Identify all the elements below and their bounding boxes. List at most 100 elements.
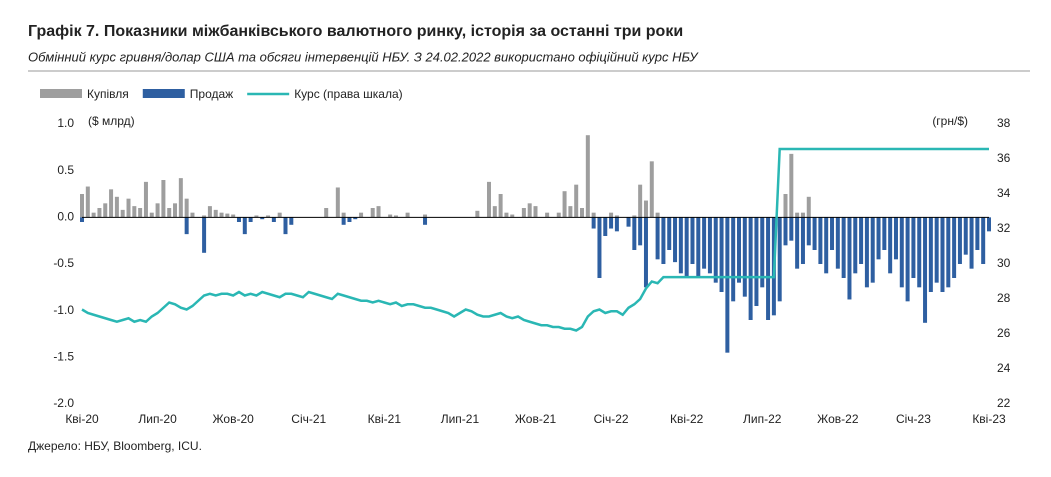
bar [289, 217, 294, 225]
bar [707, 217, 712, 274]
bar [161, 180, 166, 218]
bar [748, 217, 753, 320]
x-tick-label: Кві-23 [972, 412, 1006, 426]
bar [800, 217, 805, 264]
bar [864, 217, 869, 288]
bar [888, 217, 893, 274]
bar [231, 214, 236, 218]
bar [905, 217, 910, 302]
bar [643, 217, 648, 288]
bar [928, 217, 933, 292]
source: Джерело: НБУ, Bloomberg, ICU. [28, 439, 202, 453]
bar [731, 217, 736, 302]
bar [184, 198, 189, 218]
legend-swatch [40, 89, 82, 98]
bar [277, 212, 282, 218]
bar [800, 212, 805, 218]
bar [393, 215, 398, 218]
bar [388, 214, 393, 218]
bar [178, 178, 183, 218]
bar [626, 217, 631, 227]
bar [498, 194, 503, 218]
bar [957, 217, 962, 264]
bar [591, 212, 596, 218]
bar [504, 212, 509, 218]
bar [173, 203, 178, 218]
bar [783, 217, 788, 246]
bar [917, 217, 922, 288]
x-tick-label: Кві-22 [670, 412, 704, 426]
bar [423, 217, 428, 225]
bar [376, 206, 381, 218]
bar [219, 212, 224, 218]
legend-label: Курс (права шкала) [294, 87, 402, 101]
bar [702, 217, 707, 269]
y-tick-label: -1.5 [53, 350, 74, 364]
bar [673, 217, 678, 263]
bar [533, 206, 538, 218]
bar [609, 212, 614, 218]
y-tick-label: 0.5 [57, 163, 74, 177]
bar [236, 217, 241, 222]
bar [248, 217, 253, 222]
bar [91, 212, 96, 218]
bar [760, 217, 765, 288]
bar [736, 217, 741, 283]
bar [574, 184, 579, 218]
bar [527, 203, 532, 218]
chart-title: Графік 7. Показники міжбанківського валю… [28, 23, 683, 40]
bar [609, 217, 614, 229]
bar [341, 212, 346, 218]
bar [893, 217, 898, 260]
y2-tick-label: 38 [997, 116, 1011, 130]
bar [614, 217, 619, 232]
bar [97, 208, 102, 218]
bar [353, 217, 358, 220]
bar [202, 217, 207, 253]
bar [184, 217, 189, 235]
bar [789, 217, 794, 241]
x-tick-label: Січ-22 [594, 412, 629, 426]
bar [940, 217, 945, 292]
y-tick-label: -0.5 [53, 256, 74, 270]
bar [696, 217, 701, 278]
legend-label: Купівля [87, 87, 129, 101]
bar [597, 217, 602, 278]
bar [643, 200, 648, 218]
bar [661, 217, 666, 264]
bar [824, 217, 829, 274]
bar [545, 212, 550, 218]
x-tick-label: Лип-21 [441, 412, 480, 426]
bar [684, 217, 689, 278]
bar [952, 217, 957, 278]
bar [423, 214, 428, 218]
y2-tick-label: 26 [997, 326, 1011, 340]
bar [614, 215, 619, 218]
bar [725, 217, 730, 353]
bar [719, 217, 724, 292]
x-tick-label: Лип-20 [138, 412, 177, 426]
bar [109, 189, 114, 218]
bar [521, 208, 526, 218]
bar [632, 215, 637, 218]
bar [510, 214, 515, 218]
bar [655, 217, 660, 260]
y-tick-label: -1.0 [53, 303, 74, 317]
y2-tick-label: 30 [997, 256, 1011, 270]
y2-tick-label: 24 [997, 361, 1011, 375]
bar [580, 208, 585, 218]
x-tick-label: Лип-22 [743, 412, 782, 426]
bar [667, 217, 672, 250]
bar [143, 181, 148, 218]
bar [225, 213, 230, 218]
bar [85, 186, 90, 218]
bar [202, 215, 207, 218]
chart-subtitle: Обмінний курс гривня/долар США та обсяги… [28, 49, 699, 64]
bar [789, 153, 794, 218]
bar [335, 187, 340, 218]
bar [963, 217, 968, 255]
x-tick-label: Січ-21 [291, 412, 326, 426]
legend-label: Продаж [190, 87, 233, 101]
bar [585, 135, 590, 218]
bar [486, 181, 491, 218]
